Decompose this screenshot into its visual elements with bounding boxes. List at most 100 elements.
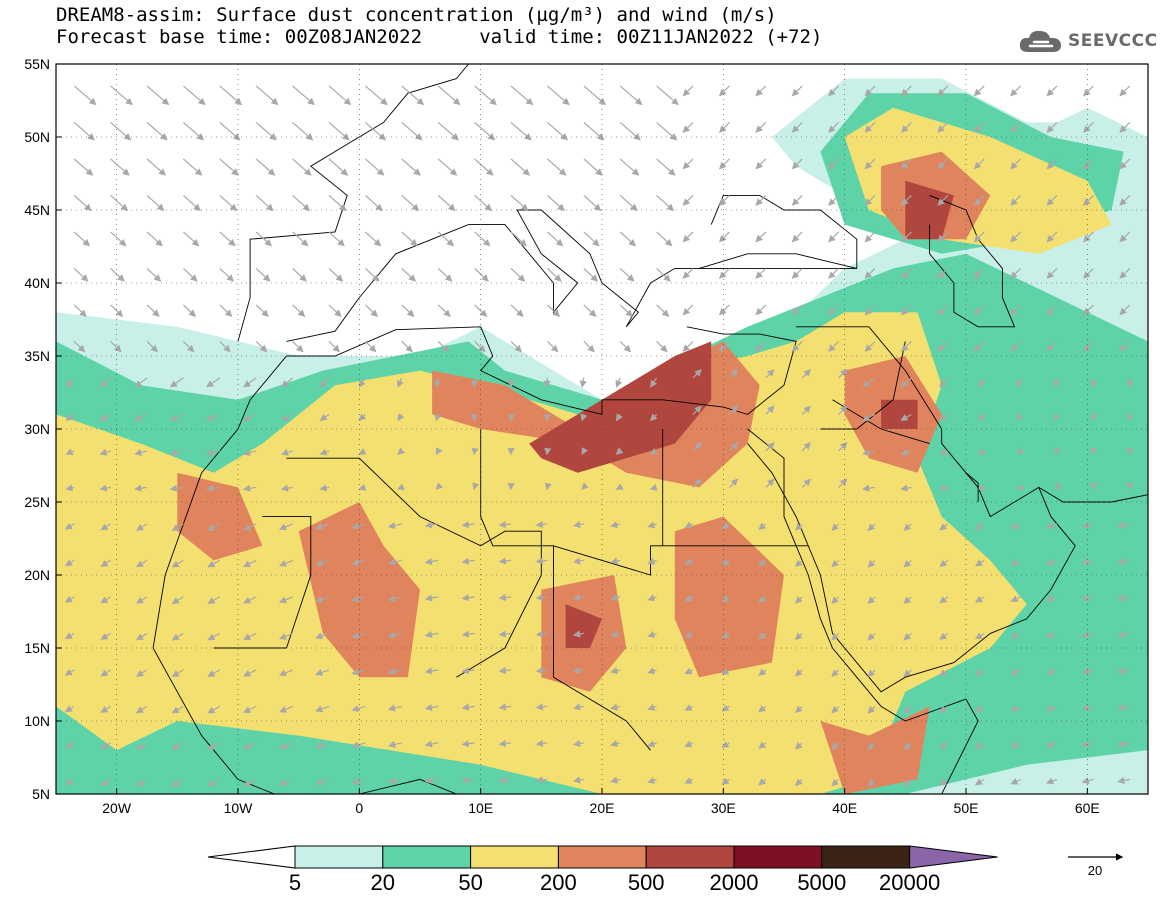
lat-tick-label: 15N bbox=[24, 640, 50, 656]
wind-arrow bbox=[864, 340, 876, 352]
wind-arrow bbox=[1045, 668, 1058, 675]
wind-arrow bbox=[461, 594, 475, 602]
wind-arrow bbox=[471, 447, 479, 456]
wind-arrow bbox=[1081, 667, 1094, 675]
wind-arrow bbox=[171, 632, 184, 641]
wind-arrow bbox=[684, 740, 694, 748]
wind-arrow bbox=[471, 414, 479, 422]
wind-arrow bbox=[1010, 304, 1022, 316]
wind-arrow bbox=[292, 231, 309, 247]
lat-tick-label: 5N bbox=[32, 786, 50, 802]
wind-arrow bbox=[791, 231, 803, 243]
wind-arrow bbox=[1010, 194, 1022, 206]
wind-arrow bbox=[207, 742, 221, 750]
wind-arrow bbox=[684, 777, 694, 784]
wind-arrow bbox=[721, 704, 730, 712]
coastline-segment bbox=[747, 429, 1076, 693]
wind-arrow bbox=[64, 632, 75, 640]
lon-tick-label: 20E bbox=[590, 800, 615, 816]
wind-arrow bbox=[973, 340, 985, 352]
wind-arrow bbox=[647, 521, 657, 529]
wind-arrow bbox=[205, 484, 220, 492]
wind-arrow bbox=[755, 158, 767, 170]
wind-arrow bbox=[315, 742, 330, 749]
wind-arrow bbox=[939, 377, 949, 388]
colorbar-swatch bbox=[382, 845, 472, 869]
wind-arrow bbox=[1053, 413, 1061, 422]
wind-arrow bbox=[938, 448, 949, 456]
wind-arrow bbox=[867, 523, 876, 532]
lon-tick-label: 30E bbox=[711, 800, 736, 816]
wind-arrow bbox=[583, 121, 605, 141]
wind-arrow bbox=[1010, 267, 1022, 279]
wind-arrow bbox=[900, 121, 912, 133]
wind-arrow bbox=[1082, 340, 1094, 352]
wind-arrow bbox=[474, 85, 497, 106]
wind-arrow bbox=[755, 121, 767, 133]
wind-arrow bbox=[1117, 521, 1130, 529]
wind-arrow bbox=[169, 449, 184, 457]
cloud-icon bbox=[1019, 30, 1061, 52]
wind-arrow bbox=[535, 630, 548, 638]
wind-arrow bbox=[397, 377, 404, 388]
wind-arrow bbox=[684, 521, 694, 529]
wind-arrow bbox=[73, 231, 91, 247]
wind-arrow bbox=[900, 158, 912, 170]
wind-arrow bbox=[1045, 522, 1058, 529]
wind-arrow bbox=[572, 739, 584, 748]
wind-arrow bbox=[510, 85, 534, 106]
wind-arrow bbox=[397, 413, 405, 422]
wind-arrow bbox=[791, 121, 803, 133]
wind-arrow bbox=[219, 340, 231, 353]
lat-tick-label: 55N bbox=[24, 56, 50, 72]
wind-arrow bbox=[974, 632, 985, 640]
wind-arrow bbox=[718, 194, 730, 206]
wind-arrow bbox=[64, 668, 75, 676]
wind-arrow bbox=[65, 377, 75, 388]
wind-arrow bbox=[424, 667, 439, 675]
wind-arrow bbox=[219, 231, 236, 247]
wind-arrow bbox=[205, 449, 220, 457]
wind-arrow bbox=[510, 267, 526, 282]
wind-arrow bbox=[65, 413, 75, 422]
wind-arrow bbox=[867, 596, 876, 605]
wind-arrow bbox=[973, 231, 985, 243]
wind-arrow bbox=[182, 267, 198, 282]
wind-arrow bbox=[135, 596, 148, 604]
wind-arrow bbox=[974, 668, 985, 676]
wind-arrow bbox=[619, 158, 640, 176]
wind-arrow bbox=[535, 776, 548, 784]
latitude-ticks: 55N 50N 45N 40N 35N 30N 25N 20N 15N 10N 5N bbox=[24, 56, 62, 802]
wind-arrow bbox=[1046, 194, 1058, 206]
wind-arrow bbox=[387, 521, 402, 529]
wind-arrow bbox=[828, 121, 840, 133]
wind-arrow bbox=[437, 121, 459, 141]
wind-arrow bbox=[939, 413, 949, 422]
coastline-segment bbox=[965, 472, 979, 502]
wind-arrow bbox=[610, 557, 621, 565]
wind-arrow bbox=[974, 595, 985, 603]
wind-arrow bbox=[794, 559, 803, 568]
wind-arrow bbox=[1010, 741, 1021, 748]
wind-arrow bbox=[656, 340, 668, 353]
wind-arrow bbox=[219, 158, 239, 176]
wind-arrow bbox=[100, 705, 111, 713]
wind-arrow bbox=[647, 776, 657, 784]
wind-arrow bbox=[974, 559, 985, 567]
wind-arrow bbox=[1016, 413, 1024, 422]
wind-arrow bbox=[206, 413, 221, 422]
wind-arrow bbox=[435, 482, 444, 490]
wind-arrow bbox=[656, 121, 678, 141]
wind-arrow bbox=[939, 669, 949, 677]
wind-arrow bbox=[973, 304, 985, 316]
coastline-segment bbox=[698, 194, 858, 269]
wind-arrow bbox=[1046, 121, 1058, 133]
wind-arrow bbox=[358, 377, 366, 388]
wind-arrow bbox=[1010, 558, 1021, 566]
wind-arrow bbox=[1119, 121, 1131, 133]
wind-arrow bbox=[682, 158, 694, 170]
wind-arrow bbox=[583, 267, 599, 282]
colorbar-swatch bbox=[821, 845, 911, 869]
wind-arrow bbox=[1082, 231, 1094, 243]
wind-arrow bbox=[437, 231, 455, 247]
